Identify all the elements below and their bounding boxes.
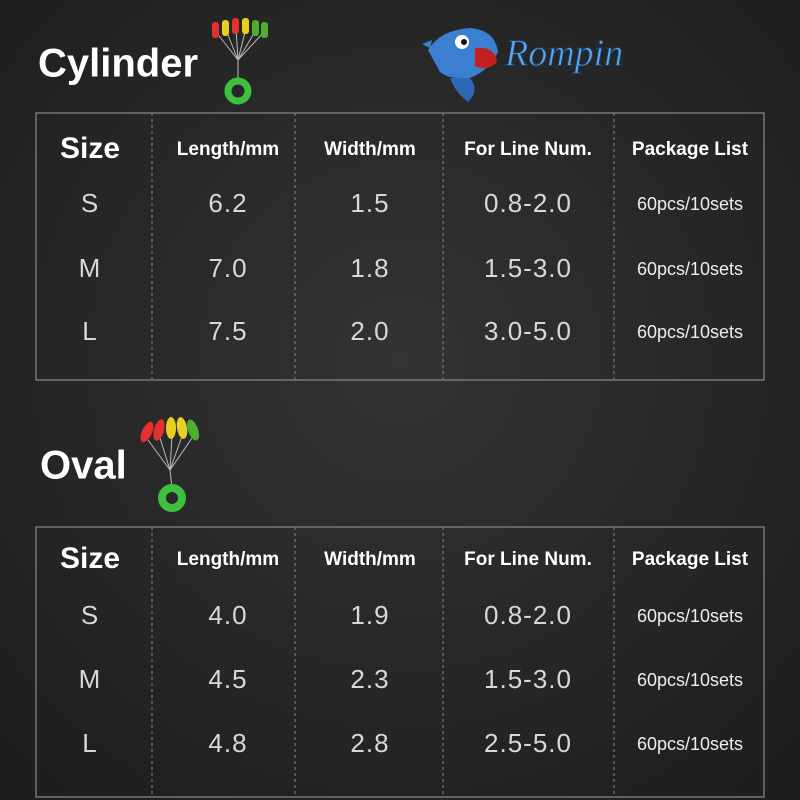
column-header: Size	[60, 132, 120, 165]
table-cell: 1.5	[350, 188, 389, 218]
column-header: Size	[60, 542, 120, 575]
section-title: Cylinder	[38, 42, 198, 86]
column-header: For Line Num.	[464, 549, 592, 570]
table-cell: 2.0	[350, 316, 389, 346]
table-cell: 1.8	[350, 253, 389, 283]
table-cell: S	[81, 188, 99, 218]
table-cell: S	[81, 600, 99, 630]
table-cell: 60pcs/10sets	[637, 734, 743, 754]
table-cell: 2.3	[350, 664, 389, 694]
table-cell: 3.0-5.0	[484, 316, 572, 346]
table-cell: M	[79, 664, 102, 694]
table-cell: 60pcs/10sets	[637, 259, 743, 279]
table-cell: L	[82, 728, 97, 758]
table-cell: 4.0	[208, 600, 247, 630]
table-cell: 7.0	[208, 253, 247, 283]
table-cell: 2.8	[350, 728, 389, 758]
column-header: Width/mm	[324, 549, 416, 570]
brand-logo: Rompin	[422, 28, 624, 102]
column-header: Length/mm	[177, 549, 279, 570]
table-cell: 4.5	[208, 664, 247, 694]
table-cell: 0.8-2.0	[484, 188, 572, 218]
table-cell: 60pcs/10sets	[637, 606, 743, 626]
table-cell: 4.8	[208, 728, 247, 758]
column-header: Width/mm	[324, 139, 416, 160]
table-cell: 6.2	[208, 188, 247, 218]
table-cell: 1.5-3.0	[484, 664, 572, 694]
column-header: Package List	[632, 139, 749, 160]
oval-icon	[140, 417, 200, 512]
table-cell: 2.5-5.0	[484, 728, 572, 758]
table-cell: 60pcs/10sets	[637, 670, 743, 690]
table-cell: L	[82, 316, 97, 346]
section-title: Oval	[40, 444, 127, 488]
cylinder-icon	[212, 18, 268, 105]
column-header: Length/mm	[177, 139, 279, 160]
table-cell: 60pcs/10sets	[637, 194, 743, 214]
table-cell: 0.8-2.0	[484, 600, 572, 630]
table-cell: M	[79, 253, 102, 283]
column-header: For Line Num.	[464, 139, 592, 160]
column-header: Package List	[632, 549, 749, 570]
table-cell: 1.5-3.0	[484, 253, 572, 283]
brand-name: Rompin	[504, 33, 623, 75]
table-cell: 1.9	[350, 600, 389, 630]
table-border	[35, 112, 765, 381]
table-cell: 60pcs/10sets	[637, 322, 743, 342]
table-border	[35, 526, 765, 798]
table-cell: 7.5	[208, 316, 247, 346]
